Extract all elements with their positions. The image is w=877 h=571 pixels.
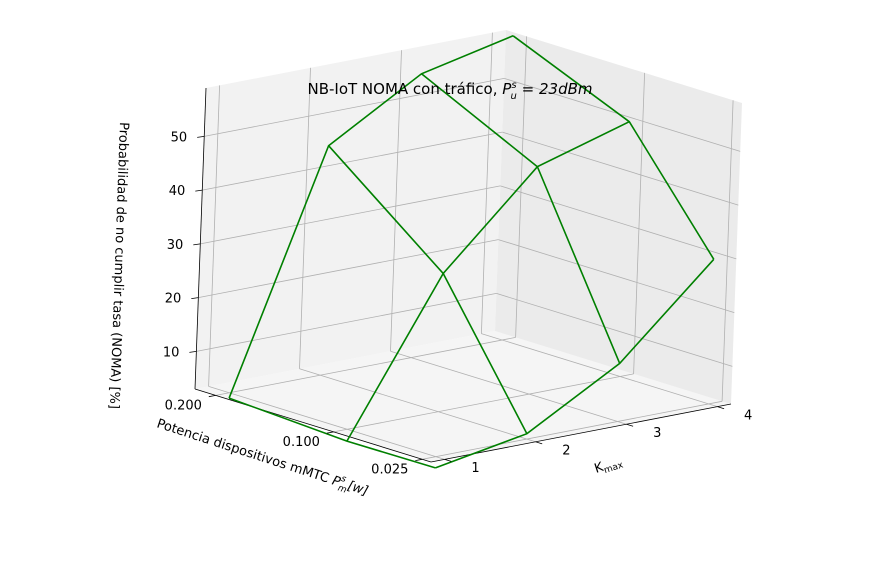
grid-line-back-k — [299, 67, 311, 369]
z-tick-label: 10 — [163, 345, 180, 360]
y-axis-line — [194, 388, 432, 463]
wire-line-p — [435, 258, 715, 469]
grid-line-side-z — [500, 185, 737, 260]
z-axis-label: Probabilidad de no cumplir tasa (NOMA) [… — [106, 122, 131, 409]
grid-line-back-z — [196, 293, 497, 352]
y-tick-label: 0.100 — [283, 435, 320, 450]
wire-line-k — [420, 73, 621, 364]
grid-line-floor-p — [215, 337, 516, 396]
x-axis-label-sub: max — [603, 460, 625, 476]
floor-pane — [195, 331, 731, 462]
grid-line-floor-k — [299, 368, 536, 443]
grid-line-back-k — [481, 32, 493, 334]
wire-line-k — [512, 35, 715, 260]
grid-line-side-z — [498, 239, 735, 313]
chart-title-math-rest: = 23dBm — [517, 80, 593, 98]
axis-lines — [194, 87, 732, 463]
chart-title-math-sup: s — [511, 80, 516, 91]
tick-labels: 1 2 3 4 0.025 0.100 0.200 10 20 30 40 50 — [163, 130, 752, 477]
grid-line-side-p — [721, 100, 734, 402]
y-tick-label: 0.025 — [371, 463, 408, 478]
wire-line-k — [328, 145, 528, 435]
grid-line-floor-k — [208, 386, 445, 460]
z-tick-mark — [191, 297, 199, 299]
z-tick-label: 40 — [169, 184, 186, 199]
z-tick-label: 20 — [165, 292, 182, 307]
wire-line-k — [228, 397, 436, 469]
surface-wireframe — [228, 35, 715, 469]
side-pane — [495, 30, 742, 404]
x-tick-mark — [717, 406, 725, 410]
x-tick-mark — [626, 423, 634, 427]
y-axis-label-math-sup: s — [340, 474, 348, 485]
x-tick-label: 4 — [744, 408, 752, 423]
y-tick-label: 0.200 — [165, 399, 202, 414]
y-axis-label-math-sub: m — [336, 483, 348, 495]
wire-line-p — [346, 120, 630, 442]
chart-title-math: P — [502, 80, 512, 98]
x-tick-label: 2 — [562, 444, 570, 459]
wire-line-p — [228, 35, 514, 399]
z-axis-line — [194, 87, 207, 390]
tick-marks — [189, 136, 725, 462]
grid-line-side-z — [504, 78, 741, 152]
x-tick-mark — [535, 441, 543, 445]
z-tick-mark — [193, 243, 201, 246]
z-tick-mark — [195, 189, 203, 192]
chart-title: NB-IoT NOMA con tráfico, Ps u = 23dBm — [307, 80, 592, 102]
grid-line-back-k — [208, 85, 220, 387]
grid-line-floor-p — [333, 373, 634, 433]
grid-line-side-z — [496, 293, 733, 367]
z-tick-mark — [197, 136, 205, 138]
y-tick-mark — [326, 431, 334, 434]
y-tick-mark — [415, 458, 423, 461]
grid-line-floor-k — [481, 333, 718, 407]
chart-title-main: NB-IoT NOMA con tráfico, — [307, 80, 502, 98]
z-tick-mark — [189, 351, 197, 353]
grid-line-floor-p — [422, 400, 723, 460]
grid-line-back-k — [390, 50, 402, 352]
grid-line-floor-k — [390, 350, 627, 425]
x-axis-label: Kmax — [593, 454, 626, 479]
x-tick-label: 3 — [653, 426, 661, 441]
grid-lines — [196, 32, 741, 460]
chart-title-math-sub: u — [511, 91, 517, 102]
z-tick-label: 50 — [171, 130, 188, 145]
grid-line-side-p — [633, 72, 645, 374]
z-tick-label: 30 — [167, 238, 184, 253]
grid-line-back-z — [200, 185, 501, 245]
grid-line-back-z — [198, 239, 499, 298]
grid-line-side-z — [502, 131, 739, 206]
x-axis-line — [430, 403, 732, 463]
x-tick-mark — [444, 459, 452, 462]
grid-line-back-z — [202, 131, 503, 191]
y-axis-label-math-rest: [w] — [346, 479, 370, 500]
x-tick-label: 1 — [471, 461, 479, 476]
grid-line-side-p — [515, 36, 527, 338]
y-tick-mark — [208, 395, 216, 398]
grid-line-back-z — [204, 78, 505, 137]
